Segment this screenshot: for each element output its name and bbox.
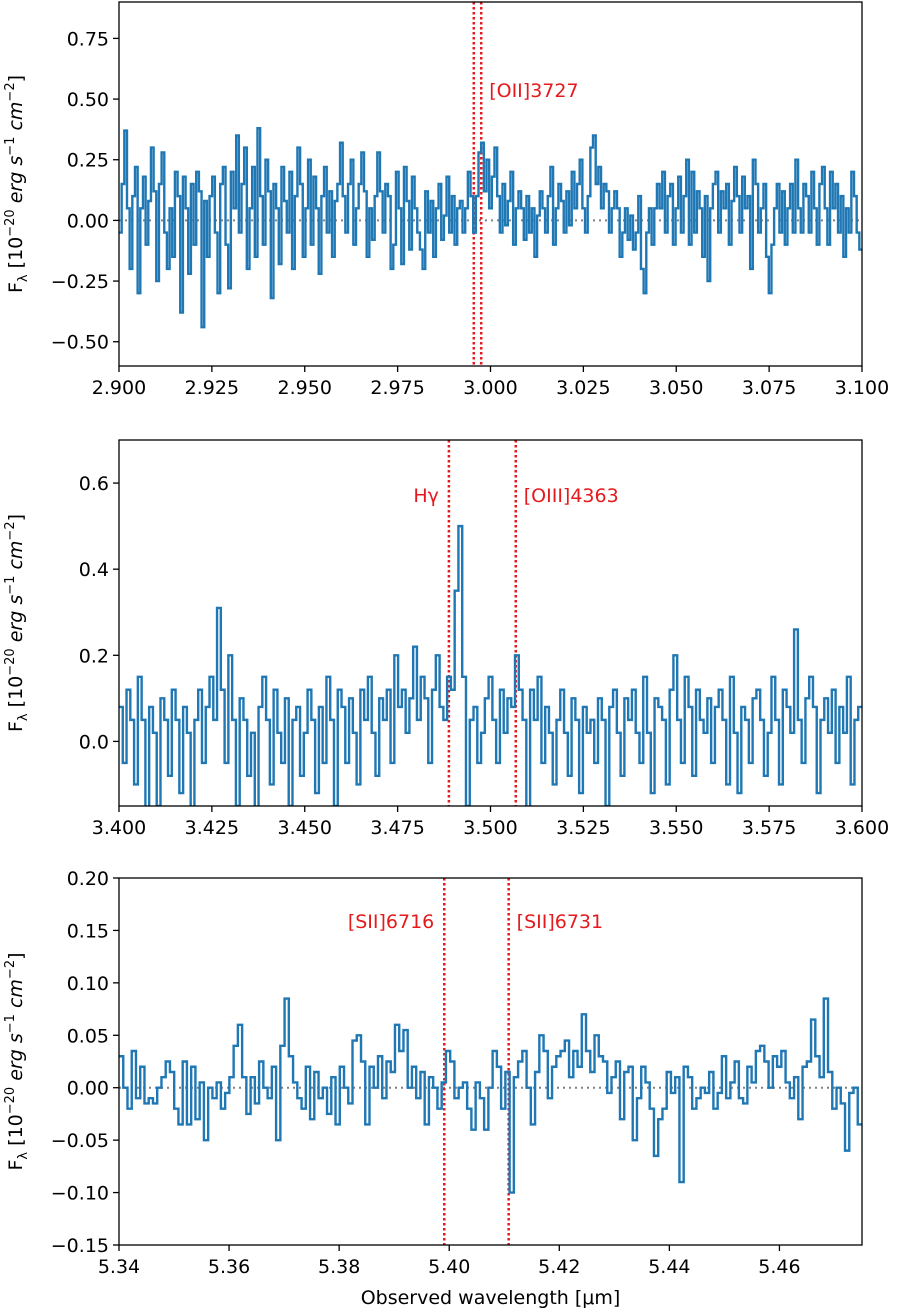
x-tick-label: 2.925	[185, 377, 239, 399]
y-axis-label: Fλ [10−20 erg s−1 cm−2]	[3, 75, 31, 293]
spectrum-panel-1: [OII]3727 2.900 2.925 2.950 2.975 3.000 3.025 3…	[3, 1, 889, 399]
y-tick-label: 0.25	[67, 150, 109, 172]
emission-line-label: Hγ	[413, 485, 439, 507]
spectrum-panel-3: [SII]6716 [SII]6731 5.34 5.36 5.38 5.40 5.42 5.…	[3, 868, 863, 1309]
y-tick-label: 0.00	[67, 210, 109, 232]
x-tick-label: 3.050	[649, 377, 703, 399]
y-tick-label: 0.10	[67, 973, 109, 995]
x-tick-label: 3.400	[92, 817, 146, 839]
x-tick-label: 3.450	[278, 817, 332, 839]
x-tick-label: 3.550	[649, 817, 703, 839]
x-tick-label: 5.46	[758, 1256, 800, 1278]
x-tick-label: 5.34	[98, 1256, 140, 1278]
y-tick-label: −0.05	[51, 1130, 109, 1152]
y-tick-label: 0.50	[67, 89, 109, 111]
y-tick-label: 0.6	[79, 473, 109, 495]
x-tick-label: 3.525	[556, 817, 610, 839]
axes-frame	[118, 439, 863, 807]
y-tick-label: −0.10	[51, 1183, 109, 1205]
x-tick-label: 3.025	[556, 377, 610, 399]
y-tick-label: 0.2	[79, 645, 109, 667]
axes-frame	[118, 877, 863, 1246]
y-tick-label: 0.4	[79, 559, 109, 581]
x-tick-label: 5.42	[538, 1256, 580, 1278]
x-tick-label: 3.500	[463, 817, 517, 839]
y-tick-label: −0.25	[51, 271, 109, 293]
flux-spectrum-series	[119, 126, 862, 329]
spectrum-panel-2: Hγ [OIII]4363 3.400 3.425 3.450 3.475 3.500 3.5…	[3, 439, 889, 839]
x-tick-label: 3.075	[742, 377, 796, 399]
x-axis-label: Observed wavelength [μm]	[361, 1287, 621, 1309]
flux-spectrum-series	[119, 524, 862, 806]
x-tick-label: 2.900	[92, 377, 146, 399]
emission-line-label: [OII]3727	[489, 80, 578, 102]
y-tick-label: 0.00	[67, 1078, 109, 1100]
x-tick-label: 2.975	[370, 377, 424, 399]
x-tick-label: 5.36	[208, 1256, 250, 1278]
y-tick-label: 0.20	[67, 868, 109, 890]
x-tick-label: 5.40	[428, 1256, 470, 1278]
x-tick-label: 3.475	[370, 817, 424, 839]
y-tick-label: 0.0	[79, 731, 109, 753]
x-tick-label: 5.44	[648, 1256, 690, 1278]
x-tick-label: 3.600	[835, 817, 889, 839]
y-tick-label: 0.05	[67, 1025, 109, 1047]
emission-line-label: [SII]6731	[517, 911, 603, 933]
x-tick-label: 3.425	[185, 817, 239, 839]
x-tick-label: 3.000	[463, 377, 517, 399]
x-tick-label: 3.100	[835, 377, 889, 399]
flux-spectrum-series	[119, 997, 862, 1194]
x-tick-label: 2.950	[278, 377, 332, 399]
emission-line-label: [OIII]4363	[524, 485, 619, 507]
x-tick-label: 5.38	[318, 1256, 360, 1278]
x-tick-label: 3.575	[742, 817, 796, 839]
y-axis-label: Fλ [10−20 erg s−1 cm−2]	[3, 514, 31, 732]
y-tick-label: −0.50	[51, 332, 109, 354]
y-tick-label: 0.75	[67, 28, 109, 50]
y-axis-label: Fλ [10−20 erg s−1 cm−2]	[3, 952, 31, 1170]
emission-line-label: [SII]6716	[348, 911, 434, 933]
y-tick-label: 0.15	[67, 920, 109, 942]
y-tick-label: −0.15	[51, 1235, 109, 1257]
